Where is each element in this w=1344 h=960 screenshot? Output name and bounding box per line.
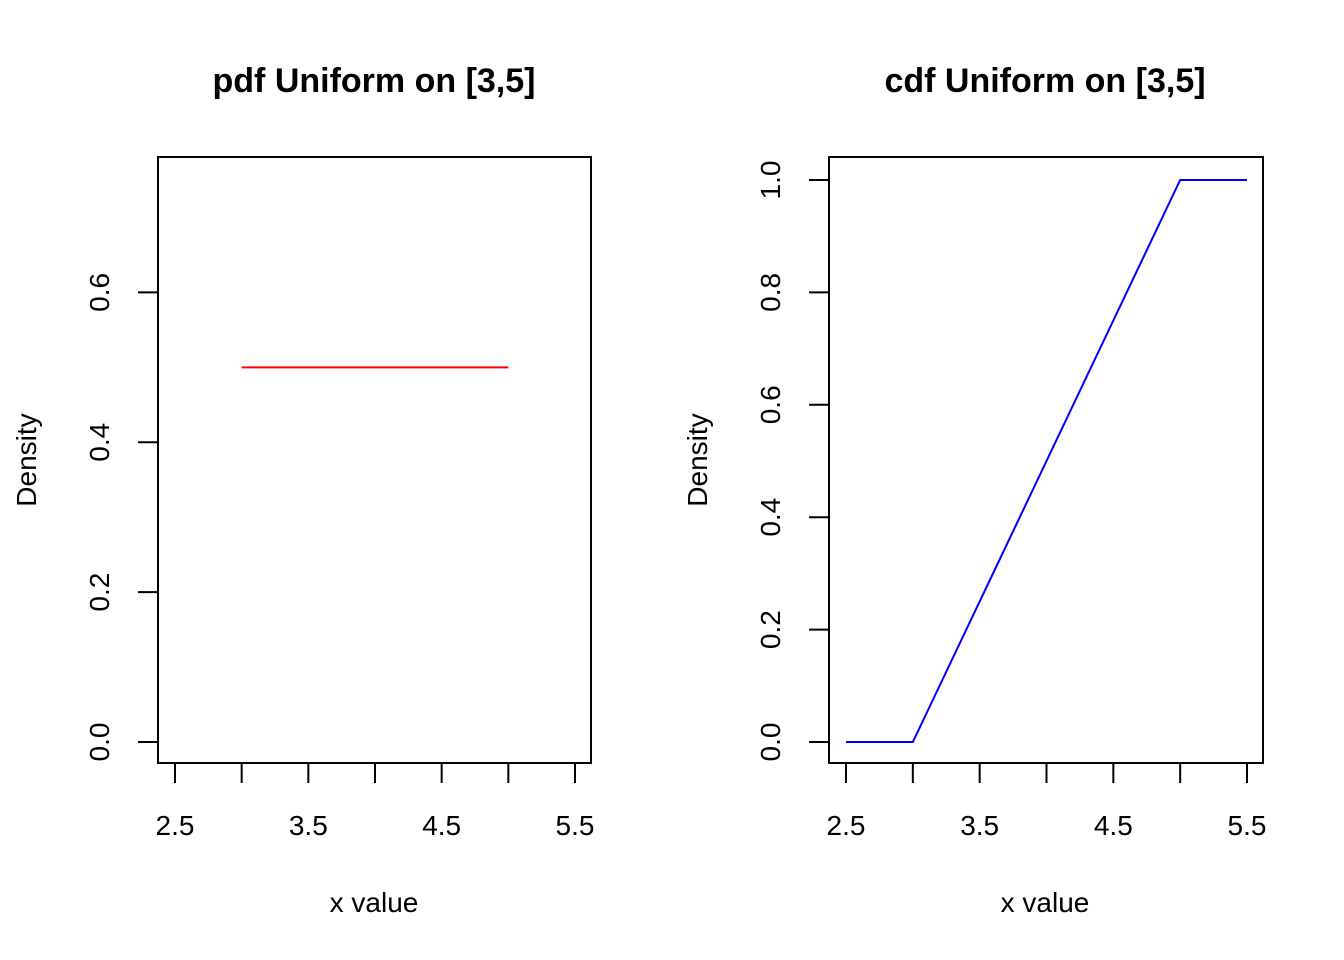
pdf-x-tick-label: 5.5 bbox=[556, 810, 595, 841]
cdf-x-tick-label: 2.5 bbox=[827, 810, 866, 841]
pdf-y-tick-label: 0.4 bbox=[84, 423, 115, 462]
cdf-y-axis-label: Density bbox=[682, 413, 713, 506]
cdf-x-axis: 2.5 3.5 4.5 5.5 bbox=[827, 762, 1267, 841]
cdf-y-tick-label: 0.8 bbox=[755, 273, 786, 312]
cdf-y-tick-label: 0.2 bbox=[755, 610, 786, 649]
cdf-x-axis-label: x value bbox=[1001, 887, 1090, 918]
pdf-y-tick-label: 0.6 bbox=[84, 273, 115, 312]
cdf-x-tick-label: 4.5 bbox=[1094, 810, 1133, 841]
pdf-chart-title: pdf Uniform on [3,5] bbox=[213, 62, 536, 100]
cdf-y-tick-label: 1.0 bbox=[755, 161, 786, 200]
cdf-chart-title: cdf Uniform on [3,5] bbox=[884, 62, 1205, 100]
pdf-panel: pdf Uniform on [3,5] x value Density 2.5… bbox=[11, 62, 594, 918]
pdf-plot-frame bbox=[157, 156, 592, 764]
cdf-series-line bbox=[846, 179, 1247, 743]
pdf-x-tick-label: 3.5 bbox=[289, 810, 328, 841]
pdf-y-tick-label: 0.0 bbox=[84, 723, 115, 762]
pdf-y-axis: 0.0 0.2 0.4 0.6 bbox=[84, 273, 159, 762]
pdf-x-tick-label: 4.5 bbox=[422, 810, 461, 841]
pdf-x-axis-label: x value bbox=[330, 887, 419, 918]
pdf-y-tick-label: 0.2 bbox=[84, 573, 115, 612]
cdf-y-tick-label: 0.6 bbox=[755, 385, 786, 424]
cdf-panel: cdf Uniform on [3,5] x value Density 2.5… bbox=[682, 62, 1266, 918]
pdf-y-axis-label: Density bbox=[11, 413, 42, 506]
cdf-x-tick-label: 5.5 bbox=[1228, 810, 1267, 841]
cdf-x-tick-label: 3.5 bbox=[960, 810, 999, 841]
pdf-x-axis: 2.5 3.5 4.5 5.5 bbox=[156, 762, 595, 841]
cdf-y-tick-label: 0.4 bbox=[755, 498, 786, 537]
pdf-x-tick-label: 2.5 bbox=[156, 810, 195, 841]
cdf-y-axis: 0.0 0.2 0.4 0.6 0.8 1.0 bbox=[755, 161, 830, 762]
cdf-series-group bbox=[846, 179, 1247, 743]
cdf-y-tick-label: 0.0 bbox=[755, 723, 786, 762]
